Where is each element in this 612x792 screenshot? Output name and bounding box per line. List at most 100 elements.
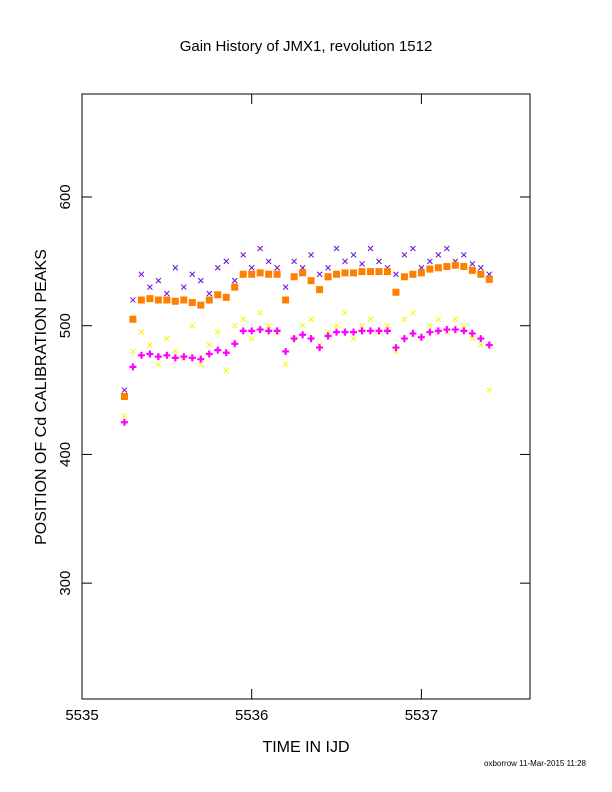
point (375, 268, 383, 276)
point (257, 245, 264, 252)
point (188, 354, 196, 362)
point (214, 346, 222, 354)
point (240, 252, 247, 258)
y-tick-label: 300 (57, 571, 74, 596)
point (393, 348, 399, 355)
point (214, 329, 221, 335)
point (231, 283, 239, 291)
point (154, 353, 162, 361)
point (410, 309, 416, 316)
point (155, 361, 162, 368)
point (367, 245, 374, 252)
point (307, 277, 315, 285)
point (375, 327, 383, 335)
point (290, 335, 298, 343)
point (146, 350, 154, 358)
point (197, 361, 204, 368)
point (256, 326, 264, 334)
point (401, 316, 408, 323)
point (155, 277, 162, 284)
point (248, 327, 256, 335)
point (367, 316, 374, 323)
point (342, 309, 348, 316)
point (265, 270, 273, 278)
point (239, 327, 247, 335)
point (409, 270, 417, 278)
point (188, 299, 196, 307)
point (138, 271, 145, 278)
point (129, 363, 137, 371)
point (231, 322, 238, 329)
point (325, 264, 331, 271)
point (417, 333, 425, 341)
point (452, 316, 459, 323)
point (231, 340, 239, 348)
point (325, 329, 331, 335)
point (350, 328, 358, 336)
point (426, 328, 434, 336)
point (460, 252, 467, 258)
point (154, 296, 162, 304)
point (197, 277, 204, 284)
point (265, 258, 272, 265)
point (180, 353, 188, 361)
point (443, 326, 451, 334)
point (222, 349, 230, 357)
point (427, 322, 433, 329)
point (146, 295, 154, 303)
point (426, 265, 434, 273)
point (358, 268, 366, 276)
point (392, 288, 400, 296)
point (129, 315, 137, 323)
point (137, 296, 145, 304)
point (257, 309, 264, 316)
point (291, 258, 297, 265)
point (282, 347, 290, 355)
point (366, 268, 374, 276)
point (274, 264, 281, 271)
point (376, 258, 382, 265)
point (443, 245, 450, 252)
point (299, 322, 306, 329)
point (341, 269, 349, 277)
point (451, 261, 459, 269)
point (308, 316, 314, 323)
point (427, 258, 433, 265)
point (469, 335, 476, 342)
chart-title: Gain History of JMX1, revolution 1512 (180, 38, 433, 55)
point (485, 275, 493, 283)
point (384, 322, 391, 329)
point (248, 270, 256, 278)
point (468, 266, 476, 274)
point (443, 262, 451, 270)
point (342, 258, 348, 265)
point (197, 355, 205, 363)
plot-frame (81, 93, 531, 700)
point (401, 252, 408, 258)
point (172, 264, 179, 271)
point (265, 327, 273, 335)
point (434, 264, 442, 272)
point (392, 344, 400, 352)
point (359, 322, 365, 329)
point (486, 387, 493, 393)
point (383, 327, 391, 335)
point (163, 335, 170, 342)
x-tick-label: 5537 (405, 707, 438, 724)
point (477, 270, 485, 278)
point (163, 296, 171, 304)
point (290, 273, 298, 281)
point (324, 273, 332, 281)
point (273, 327, 281, 335)
point (400, 273, 408, 281)
point (316, 271, 323, 278)
point (485, 341, 493, 349)
point (130, 297, 136, 303)
point (273, 270, 281, 278)
point (333, 245, 340, 252)
point (120, 418, 128, 426)
y-axis-label: POSITION OF Cd CALIBRATION PEAKS (33, 249, 50, 545)
point (121, 387, 128, 393)
point (435, 316, 442, 323)
point (434, 327, 442, 335)
